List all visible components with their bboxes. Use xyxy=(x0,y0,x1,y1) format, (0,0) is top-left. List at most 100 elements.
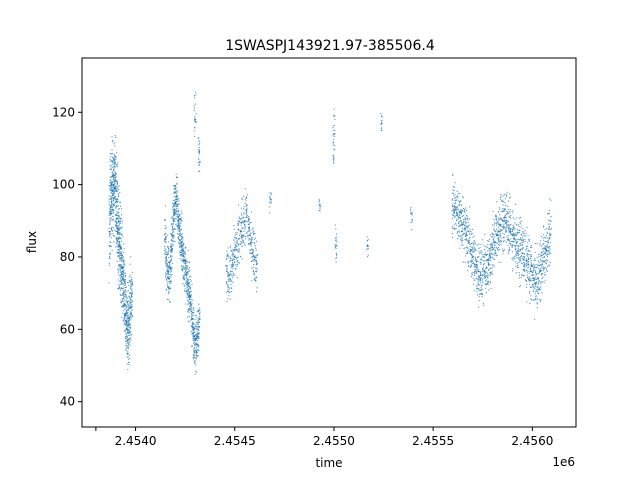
data-point-scatter xyxy=(452,236,454,238)
data-point-scatter xyxy=(167,252,169,254)
data-point-scatter xyxy=(456,208,458,211)
data-point-scatter xyxy=(255,271,257,273)
data-point-scatter xyxy=(130,284,132,286)
data-point-scatter xyxy=(128,348,130,350)
data-point xyxy=(175,198,177,200)
data-point-scatter xyxy=(181,258,183,260)
data-point-scatter xyxy=(462,230,464,232)
data-point-scatter xyxy=(165,288,167,291)
data-point-scatter xyxy=(176,213,178,215)
data-point-scatter xyxy=(381,115,383,117)
data-point-scatter xyxy=(465,217,467,219)
data-point-scatter xyxy=(255,280,257,282)
data-point-scatter xyxy=(476,265,478,267)
data-point-scatter xyxy=(183,284,185,286)
data-point-scatter xyxy=(166,252,168,254)
data-point-scatter xyxy=(536,303,539,305)
data-point-scatter xyxy=(167,285,169,287)
data-point-scatter xyxy=(495,242,497,244)
data-point-scatter xyxy=(336,241,338,243)
data-point-scatter xyxy=(254,277,256,279)
data-point-scatter xyxy=(535,278,538,280)
data-point-scatter xyxy=(174,189,176,191)
data-point-scatter xyxy=(523,262,525,264)
data-point-scatter xyxy=(480,280,482,282)
data-point xyxy=(533,277,536,280)
data-point-scatter xyxy=(110,206,113,208)
data-point-scatter xyxy=(188,307,190,309)
data-point-scatter xyxy=(112,199,114,201)
data-point-scatter xyxy=(114,184,116,186)
data-point-scatter xyxy=(119,264,121,266)
data-point-scatter xyxy=(130,337,132,339)
data-point-scatter xyxy=(240,207,242,209)
data-point-scatter xyxy=(248,238,250,240)
data-point-scatter xyxy=(199,313,201,315)
data-point-scatter xyxy=(238,251,240,253)
data-point-scatter xyxy=(488,258,490,260)
data-point-scatter xyxy=(116,183,118,186)
data-point-scatter xyxy=(540,299,542,301)
data-point-scatter xyxy=(489,234,491,236)
data-point-scatter xyxy=(486,275,488,277)
chart-title: 1SWASPJ143921.97-385506.4 xyxy=(225,38,435,54)
data-point-scatter xyxy=(545,247,547,249)
data-point-scatter xyxy=(123,269,125,271)
data-point-scatter xyxy=(255,247,257,249)
data-point-scatter xyxy=(245,197,247,199)
data-point-scatter xyxy=(477,256,479,258)
data-point-scatter xyxy=(503,227,505,229)
data-point-scatter xyxy=(118,253,120,255)
data-point-scatter xyxy=(545,240,547,243)
data-point-scatter xyxy=(164,238,166,241)
data-point-scatter xyxy=(198,144,200,146)
data-point-scatter xyxy=(491,253,493,255)
data-point-scatter xyxy=(508,215,510,218)
data-point xyxy=(166,263,169,266)
data-point-scatter xyxy=(231,260,233,262)
data-point-scatter xyxy=(481,239,484,241)
data-point-scatter xyxy=(123,260,125,262)
data-point-scatter xyxy=(171,240,173,242)
data-point-scatter xyxy=(480,262,482,264)
data-point-scatter xyxy=(117,200,119,202)
data-point-scatter xyxy=(182,245,184,247)
data-point-scatter xyxy=(130,282,132,284)
data-point-scatter xyxy=(544,251,547,253)
data-point-scatter xyxy=(484,283,486,285)
data-point-scatter xyxy=(164,263,167,265)
data-point-scatter xyxy=(500,210,502,212)
data-point-scatter xyxy=(164,253,166,255)
data-point-scatter xyxy=(119,277,121,279)
data-point-scatter xyxy=(225,291,227,293)
data-point-scatter xyxy=(462,215,464,217)
data-point-scatter xyxy=(251,256,253,258)
data-point-scatter xyxy=(128,307,130,310)
data-point-scatter xyxy=(503,233,505,235)
data-point-scatter xyxy=(238,234,240,237)
data-point-scatter xyxy=(484,252,486,254)
data-point-scatter xyxy=(184,285,186,287)
data-point-scatter xyxy=(478,271,480,273)
data-point-scatter xyxy=(190,290,192,292)
data-point-scatter xyxy=(467,270,469,272)
data-point-scatter xyxy=(256,268,258,270)
data-point-scatter xyxy=(543,260,545,263)
data-point-scatter xyxy=(501,201,503,203)
data-point-scatter xyxy=(451,192,454,194)
data-point-scatter xyxy=(180,251,182,253)
data-point-scatter xyxy=(491,244,493,246)
data-point-scatter xyxy=(510,243,512,245)
data-point-scatter xyxy=(540,235,543,237)
data-point-scatter xyxy=(122,275,124,278)
data-point-scatter xyxy=(180,245,182,248)
data-point-scatter xyxy=(482,266,484,268)
data-point-scatter xyxy=(167,241,170,243)
data-point-scatter xyxy=(169,283,171,285)
data-point-scatter xyxy=(195,315,197,317)
data-point-scatter xyxy=(177,213,179,215)
data-point-scatter xyxy=(191,333,193,335)
data-point-scatter xyxy=(114,178,116,181)
data-point-scatter xyxy=(549,223,551,225)
data-point-scatter xyxy=(514,256,516,258)
